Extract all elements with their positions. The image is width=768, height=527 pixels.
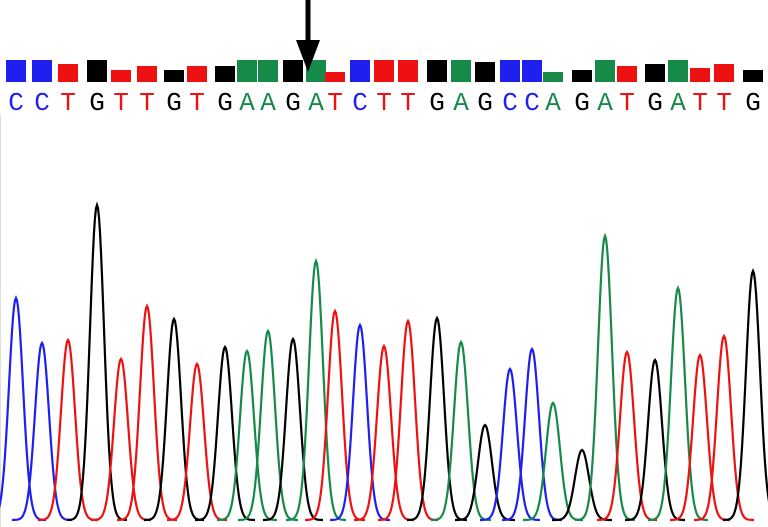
base-letter: T	[189, 88, 205, 118]
peak	[286, 257, 346, 522]
peak	[670, 352, 730, 522]
quality-bar	[137, 66, 157, 82]
peak	[0, 295, 46, 522]
peak	[648, 285, 708, 522]
peak	[91, 356, 151, 522]
quality-bar	[350, 60, 370, 82]
quality-bar	[475, 62, 495, 82]
quality-bar	[572, 70, 592, 82]
base-letter: A	[260, 88, 276, 118]
peak	[354, 343, 414, 522]
quality-bar	[374, 60, 394, 82]
base-letter: A	[308, 88, 324, 118]
base-letter: T	[327, 88, 343, 118]
peak	[407, 315, 467, 522]
base-letter: A	[597, 88, 613, 118]
peak	[502, 346, 562, 522]
peak	[378, 318, 438, 522]
quality-bar	[714, 64, 734, 82]
peak	[723, 268, 768, 522]
quality-bar	[325, 72, 345, 82]
peak	[195, 344, 255, 522]
base-letter: G	[285, 88, 301, 118]
quality-bar	[743, 70, 763, 82]
base-letter: T	[113, 88, 129, 118]
arrow	[296, 0, 320, 72]
base-letter: G	[166, 88, 182, 118]
quality-bar	[283, 60, 303, 82]
base-letter: T	[60, 88, 76, 118]
quality-bar	[32, 60, 52, 82]
quality-bar	[690, 68, 710, 82]
base-letter: A	[239, 88, 255, 118]
traces	[0, 201, 768, 522]
quality-bar	[645, 64, 665, 82]
base-letter: C	[34, 88, 50, 118]
peak	[625, 357, 685, 522]
peak	[167, 361, 227, 522]
quality-bar	[398, 60, 418, 82]
base-letter: T	[139, 88, 155, 118]
base-letter: G	[647, 88, 663, 118]
peak	[66, 201, 128, 522]
base-letter: T	[619, 88, 635, 118]
base-letter: G	[217, 88, 233, 118]
base-letter: G	[89, 88, 105, 118]
quality-bar	[111, 70, 131, 82]
quality-bar	[595, 60, 615, 82]
quality-bar	[543, 72, 563, 82]
peak	[238, 328, 298, 522]
peak	[455, 423, 515, 522]
quality-bar	[522, 60, 542, 82]
quality-bar	[451, 60, 471, 82]
peak	[117, 303, 177, 522]
base-letter: C	[502, 88, 518, 118]
base-letter: G	[745, 88, 761, 118]
base-letter: T	[716, 88, 732, 118]
base-letter: C	[352, 88, 368, 118]
base-letter: G	[429, 88, 445, 118]
peak	[480, 367, 540, 522]
quality-bar	[215, 66, 235, 82]
quality-bars	[6, 60, 763, 82]
quality-bar	[187, 66, 207, 82]
quality-bar	[427, 60, 447, 82]
quality-bar	[668, 60, 688, 82]
quality-bar	[500, 60, 520, 82]
base-letter: A	[453, 88, 469, 118]
quality-bar	[164, 70, 184, 82]
base-letter: T	[400, 88, 416, 118]
quality-bar	[58, 64, 78, 82]
peak	[523, 401, 583, 522]
quality-bar	[6, 60, 26, 82]
peak	[263, 336, 323, 522]
peak	[217, 348, 277, 522]
quality-bar	[258, 60, 278, 82]
base-letter: C	[8, 88, 24, 118]
base-letter: G	[477, 88, 493, 118]
base-letter: G	[574, 88, 590, 118]
base-letter: C	[524, 88, 540, 118]
peak	[330, 322, 390, 522]
peak	[431, 339, 491, 522]
quality-bar	[306, 60, 326, 82]
quality-bar	[617, 66, 637, 82]
quality-bar	[87, 60, 107, 82]
peak	[305, 308, 365, 522]
quality-bar	[237, 60, 257, 82]
peak	[38, 337, 98, 522]
peak	[144, 316, 204, 522]
peak	[597, 349, 657, 522]
base-letter: A	[670, 88, 686, 118]
peak	[694, 333, 754, 522]
base-letter: T	[376, 88, 392, 118]
base-letter: T	[692, 88, 708, 118]
peak	[574, 232, 636, 522]
peak	[12, 340, 72, 522]
base-letter: A	[545, 88, 561, 118]
